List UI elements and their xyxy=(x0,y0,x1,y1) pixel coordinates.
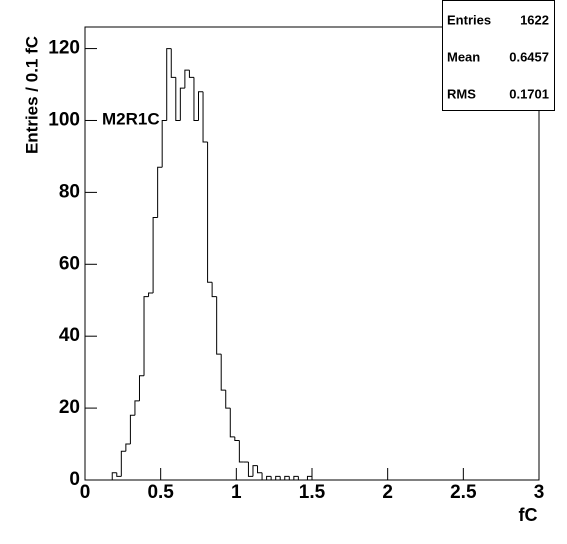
histogram-bin xyxy=(161,119,167,168)
y-tick-label: 80 xyxy=(59,181,80,202)
histogram-bin xyxy=(143,296,149,376)
histogram-bin xyxy=(229,408,235,438)
histogram-bin xyxy=(293,475,299,480)
histogram-bin xyxy=(138,375,145,401)
stat-value: 0.1701 xyxy=(509,86,549,101)
histogram-bin xyxy=(148,292,154,297)
y-tick-label: 100 xyxy=(48,109,80,130)
histogram-bin xyxy=(125,443,131,452)
histogram-bin xyxy=(279,476,285,481)
histogram-bin xyxy=(134,400,140,416)
annotation: M2R1C xyxy=(102,109,160,128)
histogram-bin xyxy=(220,354,226,391)
histogram-bin xyxy=(284,475,290,480)
histogram-bin xyxy=(188,70,194,78)
histogram-bin xyxy=(193,77,199,121)
histogram-bin xyxy=(198,91,204,121)
y-tick-label: 0 xyxy=(69,469,80,490)
y-tick-label: 120 xyxy=(48,38,80,59)
histogram-bin xyxy=(202,91,208,143)
histogram-bin xyxy=(261,472,267,481)
histogram-bin xyxy=(216,296,222,355)
histogram-bin xyxy=(234,436,240,441)
y-tick-label: 60 xyxy=(59,253,80,274)
x-tick-label: 2 xyxy=(382,482,393,503)
histogram-bin xyxy=(175,77,181,121)
stat-label: Mean xyxy=(447,49,480,64)
stat-value: 1622 xyxy=(520,12,549,27)
histogram-bin xyxy=(157,166,163,218)
stats-box xyxy=(442,0,555,111)
histogram-bin xyxy=(270,476,276,481)
histogram-bin xyxy=(306,475,312,480)
stat-label: Entries xyxy=(447,12,491,27)
histogram-bin xyxy=(170,48,176,78)
histogram-bin xyxy=(152,217,158,294)
histogram-bin xyxy=(257,465,263,474)
histogram-bin xyxy=(297,476,303,481)
histogram-bin xyxy=(275,475,281,480)
histogram-bin xyxy=(252,465,258,477)
histogram-bin xyxy=(129,414,135,445)
histogram-bin xyxy=(166,48,172,121)
histogram-bin xyxy=(211,282,217,298)
y-tick-label: 20 xyxy=(59,397,80,418)
stat-label: RMS xyxy=(447,86,476,101)
x-tick-label: 3 xyxy=(534,482,545,503)
histogram-bin xyxy=(266,475,272,480)
histogram-bin xyxy=(225,390,231,409)
histogram-bin xyxy=(179,87,185,121)
histogram-bin xyxy=(288,476,294,481)
x-axis-label: fC xyxy=(519,505,538,525)
x-tick-label: 1 xyxy=(231,482,242,503)
histogram-bin xyxy=(184,69,190,89)
x-tick-label: 1.5 xyxy=(299,482,326,503)
x-tick-label: 0 xyxy=(80,482,91,503)
x-tick-label: 2.5 xyxy=(450,482,477,503)
y-axis-label: Entries / 0.1 fC xyxy=(22,36,41,154)
histogram-bin xyxy=(247,462,253,477)
stat-value: 0.6457 xyxy=(509,49,549,64)
histogram-bin xyxy=(207,142,213,283)
histogram-bin xyxy=(111,472,117,480)
y-tick-label: 40 xyxy=(59,325,80,346)
histogram-bin xyxy=(120,450,126,477)
histogram-bin xyxy=(238,440,244,463)
histogram-bin xyxy=(116,472,122,477)
x-tick-label: 0.5 xyxy=(147,482,174,503)
